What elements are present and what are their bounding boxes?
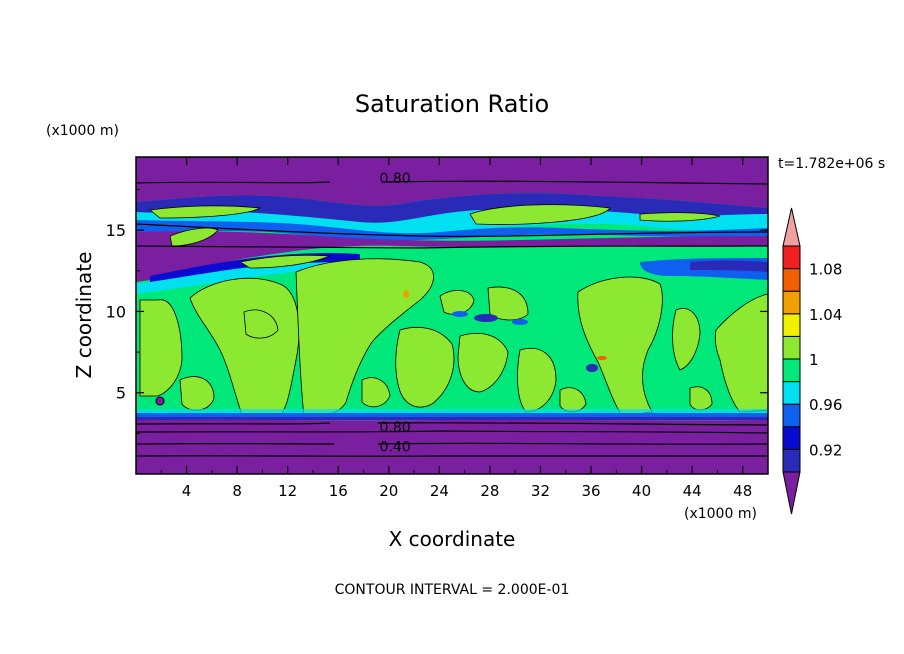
x-unit-label: (x1000 m) xyxy=(684,506,757,522)
colorbar: 1.08 1.04 1 0.96 0.92 xyxy=(782,207,842,515)
lower-dark-strip xyxy=(136,417,768,420)
contour-label: 0.40 xyxy=(380,439,411,455)
time-label: t=1.782e+06 s xyxy=(778,156,885,172)
x-tick-label: 16 xyxy=(329,482,348,500)
contour-lines xyxy=(136,180,768,457)
x-tick-label: 48 xyxy=(733,482,752,500)
colorbar-box xyxy=(782,335,801,360)
contour-label: 0.80 xyxy=(380,171,411,187)
x-tick-label: 24 xyxy=(430,482,449,500)
x-tick-label: 4 xyxy=(182,482,192,500)
x-tick-label: 28 xyxy=(480,482,499,500)
upper-cyan-band xyxy=(136,209,768,234)
y-tick-label: 5 xyxy=(116,384,126,403)
supersaturated-patches xyxy=(139,204,768,421)
lower-dry-layer xyxy=(136,419,768,474)
plot-frame xyxy=(135,156,769,475)
contour-020-lower xyxy=(136,455,768,457)
x-tick-label: 32 xyxy=(531,482,550,500)
y-axis-ticks: 5 10 15 xyxy=(106,189,768,434)
contour-interval-footer: CONTOUR INTERVAL = 2.000E-01 xyxy=(335,582,570,598)
colorbar-label: 0.96 xyxy=(809,396,842,414)
contour-field: 0.80 0.80 0.40 xyxy=(136,157,768,474)
x-tick-label: 12 xyxy=(278,482,297,500)
x-tick-label: 8 xyxy=(232,482,242,500)
contour-labels: 0.80 0.80 0.40 xyxy=(380,171,411,455)
lower-cyan-strip xyxy=(136,409,768,413)
x-tick-label: 36 xyxy=(581,482,600,500)
colorbar-label: 1 xyxy=(809,351,819,369)
colorbar-over-triangle xyxy=(782,207,801,247)
x-axis-ticks: 4 8 12 16 20 24 28 32 36 40 44 48 xyxy=(160,157,752,500)
colorbar-label: 0.92 xyxy=(809,441,842,459)
colorbar-label: 1.08 xyxy=(809,261,842,279)
lower-blue-strip xyxy=(136,413,768,417)
colorbar-box xyxy=(782,313,801,337)
mid-dry-layer xyxy=(136,231,768,282)
colorbar-box xyxy=(782,448,801,473)
colorbar-box xyxy=(782,403,801,428)
x-tick-label: 44 xyxy=(683,482,702,500)
contour-090-upper xyxy=(136,223,768,238)
x-tick-label: 20 xyxy=(379,482,398,500)
colorbar-box xyxy=(782,426,801,450)
y-tick-label: 15 xyxy=(106,221,126,240)
y-unit-label: (x1000 m) xyxy=(46,123,119,139)
contour-040-lower xyxy=(136,442,768,445)
contour-080-lower xyxy=(136,422,768,426)
chart-title: Saturation Ratio xyxy=(355,90,549,118)
colorbar-box xyxy=(782,268,801,292)
contour-080-top xyxy=(136,180,768,185)
contour-060-lower xyxy=(136,430,768,434)
y-axis-label: Z coordinate xyxy=(72,252,96,379)
colorbar-box xyxy=(782,381,801,405)
x-tick-label: 40 xyxy=(632,482,651,500)
right-purple-patch xyxy=(690,260,768,272)
contour-label: 0.80 xyxy=(380,420,411,436)
colorbar-label: 1.04 xyxy=(809,306,842,324)
y-tick-label: 10 xyxy=(106,302,126,321)
upper-dry-layer xyxy=(136,157,768,208)
x-axis-label: X coordinate xyxy=(389,527,516,551)
contour-mid xyxy=(136,245,768,249)
upper-blue-streak xyxy=(136,220,768,241)
colorbar-under-triangle xyxy=(782,471,801,515)
colorbar-box xyxy=(782,290,801,315)
colorbar-box xyxy=(782,358,801,383)
colorbar-box xyxy=(782,245,801,270)
